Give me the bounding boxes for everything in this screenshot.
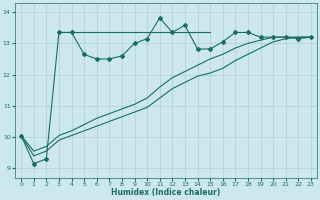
X-axis label: Humidex (Indice chaleur): Humidex (Indice chaleur)	[111, 188, 221, 197]
